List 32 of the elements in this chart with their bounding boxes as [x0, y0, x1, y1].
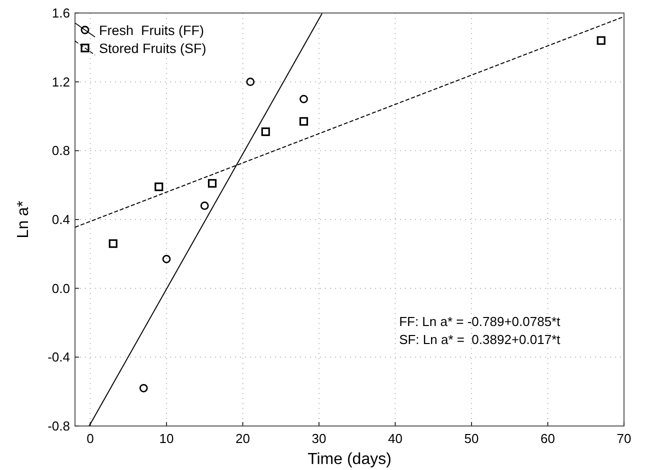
- annotation: FF: Ln a* = -0.789+0.0785*t: [399, 314, 561, 330]
- x-tick-label: 70: [616, 431, 632, 446]
- x-tick-label: 50: [464, 431, 479, 446]
- x-tick-label: 40: [388, 431, 402, 446]
- y-axis-title: Ln a*: [15, 200, 32, 238]
- point: [208, 179, 217, 188]
- point: [261, 127, 270, 136]
- point: [246, 78, 255, 86]
- legend-label: Stored Fruits (SF): [99, 41, 206, 56]
- y-tick-label: 0.8: [52, 143, 70, 158]
- x-axis-title: Time (days): [308, 451, 392, 468]
- point: [154, 182, 164, 192]
- x-tick-label: 20: [236, 431, 250, 446]
- point: [200, 202, 209, 210]
- y-tick-label: -0.4: [48, 350, 70, 365]
- y-tick-label: 1.6: [52, 6, 70, 20]
- x-tick-label: 60: [540, 431, 555, 446]
- point: [299, 117, 308, 126]
- y-tick-label: 0.4: [52, 212, 70, 227]
- legend-label: Fresh Fruits (FF): [99, 23, 204, 38]
- point: [162, 254, 171, 264]
- annotation: SF: Ln a* = 0.3892+0.017*t: [399, 332, 561, 348]
- y-tick-label: -0.8: [48, 418, 70, 434]
- y-tick-label: 0.0: [52, 280, 70, 296]
- point: [596, 36, 606, 45]
- x-tick-label: 10: [159, 431, 174, 446]
- x-tick-label: 0: [86, 431, 94, 446]
- point: [139, 384, 148, 392]
- y-tick-label: 1.2: [52, 74, 70, 90]
- x-tick-label: 30: [312, 431, 326, 446]
- point: [108, 239, 118, 248]
- point: [300, 94, 308, 104]
